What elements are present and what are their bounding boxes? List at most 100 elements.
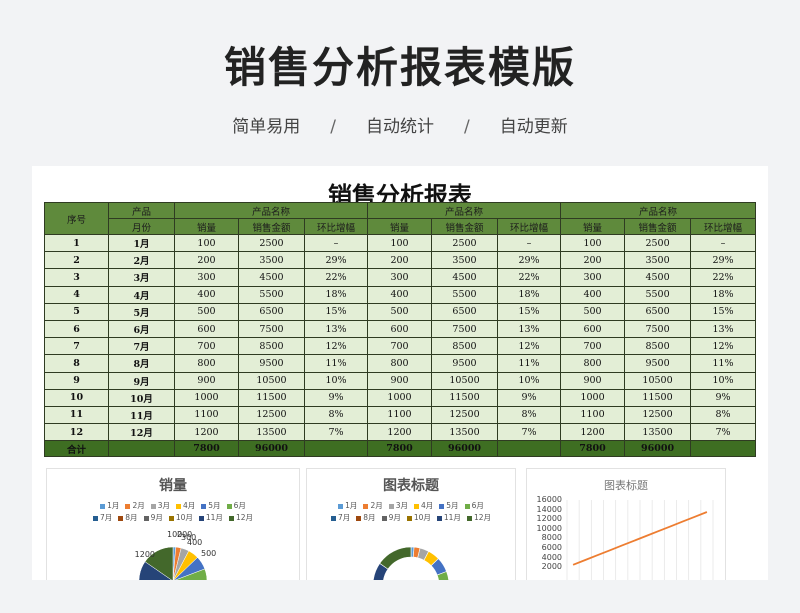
row-amount: 7500 — [431, 319, 499, 339]
table-row: 5 5月 500 6500 15% 500 6500 15% 500 6500 15% — [44, 302, 757, 321]
total-qty: 7800 — [174, 440, 239, 458]
legend-label: 8月 — [125, 513, 138, 522]
row-month: 7月 — [108, 337, 175, 356]
legend-label: 11月 — [443, 513, 461, 522]
legend-item: 5月 — [439, 500, 459, 512]
header-amount: 销售金额 — [624, 218, 692, 235]
row-qty: 1000 — [367, 388, 433, 407]
row-qty: 700 — [367, 337, 433, 356]
pie-slice — [144, 546, 174, 580]
legend-label: 3月 — [157, 501, 170, 510]
legend-item: 9月 — [381, 512, 401, 524]
row-qty: 800 — [174, 354, 239, 373]
pie-chart-panel[interactable]: 销量 1月 2月 3月 4月 5月 6月 7月 8月 9月 10月 11月 12月 100 200 300… — [46, 468, 300, 580]
line-chart-panel[interactable]: 图表标题 16000 14000 12000 10000 8000 6000 4000 200… — [526, 468, 726, 580]
total-amount: 96000 — [238, 440, 305, 458]
legend-item: 11月 — [436, 512, 461, 524]
header-product-name: 产品名称 — [367, 202, 562, 219]
total-amount: 96000 — [431, 440, 499, 458]
row-amount: 5500 — [238, 285, 305, 304]
row-qty: 200 — [367, 251, 433, 270]
donut-chart-panel[interactable]: 图表标题 1月 2月 3月 4月 5月 6月 7月 8月 9月 10月 11月 12月 — [306, 468, 516, 580]
header-growth: 环比增幅 — [690, 218, 757, 235]
row-amount: 7500 — [238, 319, 305, 339]
row-qty: 800 — [560, 354, 626, 373]
legend-label: 8月 — [363, 513, 376, 522]
donut-legend: 1月 2月 3月 4月 5月 6月 7月 8月 9月 10月 11月 12月 — [307, 500, 515, 524]
legend-item: 2月 — [363, 500, 383, 512]
legend-label: 4月 — [183, 501, 196, 510]
y-tick-label: 16000 — [536, 495, 562, 504]
header-product: 产品 — [108, 202, 175, 219]
row-qty: 500 — [560, 302, 626, 321]
legend-swatch — [198, 515, 204, 521]
row-month: 4月 — [108, 285, 175, 304]
row-amount: 13500 — [238, 423, 305, 442]
table-row: 2 2月 200 3500 29% 200 3500 29% 200 3500 29% — [44, 251, 757, 270]
header-index: 序号 — [44, 202, 109, 235]
header-product-name: 产品名称 — [560, 202, 757, 219]
row-growth: 8% — [303, 405, 369, 425]
row-growth: 15% — [303, 302, 369, 321]
header-amount: 销售金额 — [238, 218, 305, 235]
legend-swatch — [406, 515, 412, 521]
legend-label: 10月 — [413, 513, 431, 522]
row-amount: 9500 — [624, 354, 692, 373]
row-growth: – — [497, 233, 562, 253]
row-amount: 10500 — [431, 371, 499, 390]
line-series — [572, 511, 708, 566]
row-qty: 700 — [560, 337, 626, 356]
row-growth: 8% — [497, 405, 562, 425]
legend-label: 9月 — [150, 513, 163, 522]
row-index: 11 — [44, 405, 109, 425]
row-amount: 13500 — [624, 423, 692, 442]
legend-label: 3月 — [395, 501, 408, 510]
row-month: 5月 — [108, 302, 175, 321]
row-amount: 6500 — [238, 302, 305, 321]
row-qty: 300 — [560, 268, 626, 287]
row-qty: 100 — [560, 233, 626, 253]
tag-separator: / — [330, 117, 336, 137]
row-month: 2月 — [108, 251, 175, 270]
legend-item: 11月 — [198, 512, 223, 524]
legend-label: 5月 — [446, 501, 459, 510]
tag-separator: / — [464, 117, 470, 137]
legend-item: 6月 — [226, 500, 246, 512]
table-row: 12 12月 1200 13500 7% 1200 13500 7% 1200 13500 7% — [44, 423, 757, 442]
total-row: 合计 7800 96000 7800 96000 7800 96000 — [44, 440, 757, 458]
row-index: 5 — [44, 302, 109, 321]
row-qty: 900 — [367, 371, 433, 390]
line-y-axis: 16000 14000 12000 10000 8000 6000 4000 2000 — [532, 495, 562, 572]
y-tick-label: 2000 — [541, 562, 562, 572]
pie-data-label: 1200 — [135, 550, 155, 559]
row-amount: 3500 — [238, 251, 305, 270]
y-tick-label: 14000 — [536, 504, 562, 514]
row-growth: 10% — [303, 371, 369, 390]
row-qty: 700 — [174, 337, 239, 356]
row-qty: 500 — [367, 302, 433, 321]
legend-label: 1月 — [345, 501, 358, 510]
row-amount: 12500 — [238, 405, 305, 425]
legend-item: 7月 — [93, 512, 112, 524]
legend-label: 5月 — [208, 501, 221, 510]
row-growth: 11% — [690, 354, 757, 373]
legend-swatch — [150, 503, 156, 509]
tag-easy: 简单易用 — [232, 117, 301, 137]
sales-table: 序号 产品 产品名称 产品名称 产品名称 月份 销量 销售金额 环比增幅 销量 … — [44, 202, 757, 458]
row-growth: 11% — [303, 354, 369, 373]
row-qty: 1100 — [560, 405, 626, 425]
row-amount: 9500 — [238, 354, 305, 373]
row-amount: 4500 — [238, 268, 305, 287]
header-product-name: 产品名称 — [173, 202, 369, 219]
legend-swatch — [176, 503, 181, 509]
row-qty: 900 — [560, 371, 626, 390]
legend-swatch — [388, 503, 394, 509]
legend-swatch — [228, 515, 234, 521]
tag-auto-stat: 自动统计 — [366, 117, 434, 137]
row-month: 12月 — [108, 423, 175, 442]
pie-data-label: 200 — [177, 530, 192, 539]
row-amount: 11500 — [624, 388, 692, 407]
row-qty: 1200 — [560, 423, 626, 442]
legend-swatch — [414, 503, 419, 509]
